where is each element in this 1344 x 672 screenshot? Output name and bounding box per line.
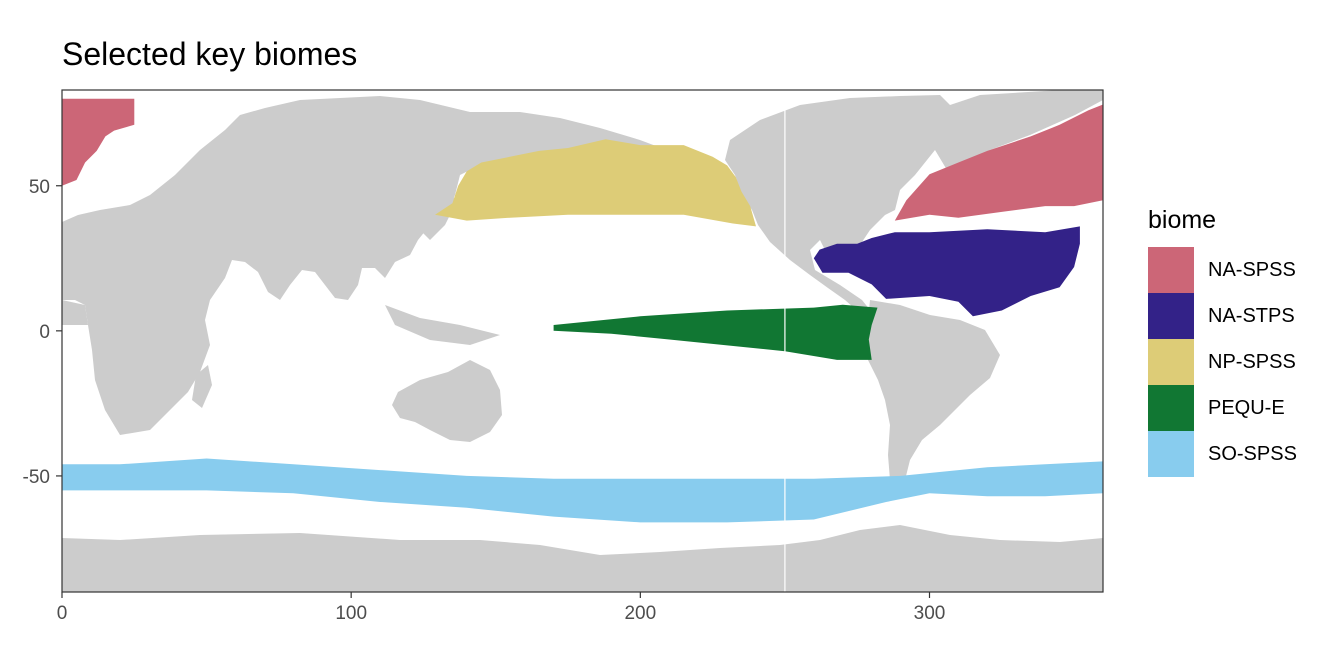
y-tick-label: 0 <box>39 322 50 343</box>
land-antarctica <box>62 525 1103 592</box>
y-tick-label: 50 <box>29 177 50 198</box>
biome-na-spss-region-4 <box>894 104 1103 221</box>
map-panel <box>62 90 1103 592</box>
legend-item: PEQU-E <box>1148 385 1297 431</box>
legend-label: PEQU-E <box>1208 396 1285 419</box>
land-indonesia <box>385 305 500 345</box>
legend-label: NP-SPSS <box>1208 350 1296 373</box>
legend-swatch <box>1148 293 1194 339</box>
land-south-america <box>865 300 1000 492</box>
x-tick-label: 300 <box>914 603 946 624</box>
land-japan <box>420 185 455 240</box>
legend-item: NP-SPSS <box>1148 339 1297 385</box>
land-madagascar <box>192 365 212 408</box>
chart-title: Selected key biomes <box>62 36 358 72</box>
legend-label: NA-STPS <box>1208 304 1295 327</box>
x-tick-label: 100 <box>335 603 367 624</box>
panel-border <box>61 89 1104 593</box>
y-tick-label: -50 <box>23 467 50 488</box>
biome-na-stps-region-3 <box>813 226 1080 317</box>
biome-np-spss-region-2 <box>435 139 756 227</box>
land-greenland <box>935 90 1103 175</box>
legend-swatch <box>1148 339 1194 385</box>
x-tick-label: 0 <box>57 603 68 624</box>
legend-item: SO-SPSS <box>1148 431 1297 477</box>
biome-so-spss-region-0 <box>62 458 1103 523</box>
legend-title: biome <box>1148 206 1217 234</box>
biome-pequ-e-region-1 <box>553 304 878 360</box>
biome-na-spss-region-5 <box>62 98 135 186</box>
legend-swatch <box>1148 431 1194 477</box>
legend: biome NA-SPSS NA-STPS NP-SPSS PEQU-E SO-SPSS <box>1148 206 1297 477</box>
legend-label: NA-SPSS <box>1208 258 1296 281</box>
legend-items: NA-SPSS NA-STPS NP-SPSS PEQU-E SO-SPSS <box>1148 247 1297 477</box>
legend-item: NA-STPS <box>1148 293 1297 339</box>
x-tick-label: 200 <box>624 603 656 624</box>
legend-swatch <box>1148 385 1194 431</box>
land-australia <box>392 360 502 442</box>
legend-label: SO-SPSS <box>1208 442 1297 465</box>
land-europe-africa-asia <box>62 96 700 435</box>
land-west-africa-coast <box>62 300 88 325</box>
land-north-america <box>725 95 960 315</box>
axes: 0 100 200 300 -50 0 50 <box>23 89 1104 624</box>
legend-item: NA-SPSS <box>1148 247 1297 293</box>
legend-swatch <box>1148 247 1194 293</box>
